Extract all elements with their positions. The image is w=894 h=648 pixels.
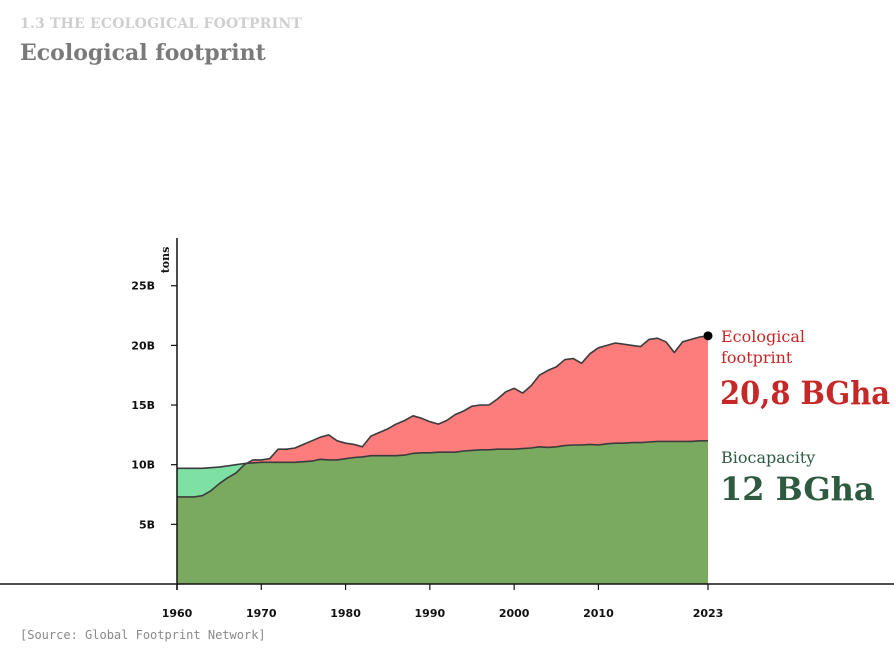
biocapacity-label: Biocapacity: [721, 448, 815, 467]
page-title: Ecological footprint: [20, 40, 266, 66]
y-tick-label: 5B: [139, 518, 155, 531]
x-tick-label: 2023: [693, 607, 724, 620]
y-tick-label: 20B: [131, 339, 155, 352]
series-line-biocapacity: [177, 439, 708, 470]
y-tick-label: 25B: [131, 280, 155, 293]
x-tick-label: 2010: [583, 607, 614, 620]
x-tick-label: 1960: [162, 607, 193, 620]
footprint-endpoint-marker: [703, 331, 713, 341]
y-axis-unit-label: tons: [159, 247, 172, 274]
x-tick-label: 1970: [246, 607, 277, 620]
chart-areas: [177, 331, 713, 584]
chart-annotations: Ecological footprint 20,8 BGha Biocapacity 1…: [720, 327, 890, 508]
series-line-ecological-footprint: [177, 335, 709, 498]
footprint-label-line2: footprint: [721, 348, 793, 367]
footprint-label-line1: Ecological: [721, 327, 805, 346]
y-tick-label: 10B: [131, 459, 155, 472]
y-tick-label: 15B: [131, 399, 155, 412]
shared-base-area: [177, 440, 708, 584]
x-tick-label: 1990: [415, 607, 446, 620]
footprint-value: 20,8 BGha: [720, 374, 890, 412]
biocapacity-value: 12 BGha: [720, 470, 875, 508]
section-kicker: 1.3 THE ECOLOGICAL FOOTPRINT: [20, 16, 302, 32]
chart-axes: 5B 10B 15B 20B 25B 1960 1970 1980 1990 2000 2010 20…: [0, 238, 894, 620]
x-tick-label: 2000: [499, 607, 530, 620]
x-tick-label: 1980: [330, 607, 361, 620]
source-note: [Source: Global Footprint Network]: [20, 628, 266, 642]
footprint-overshoot-area: [177, 335, 708, 469]
